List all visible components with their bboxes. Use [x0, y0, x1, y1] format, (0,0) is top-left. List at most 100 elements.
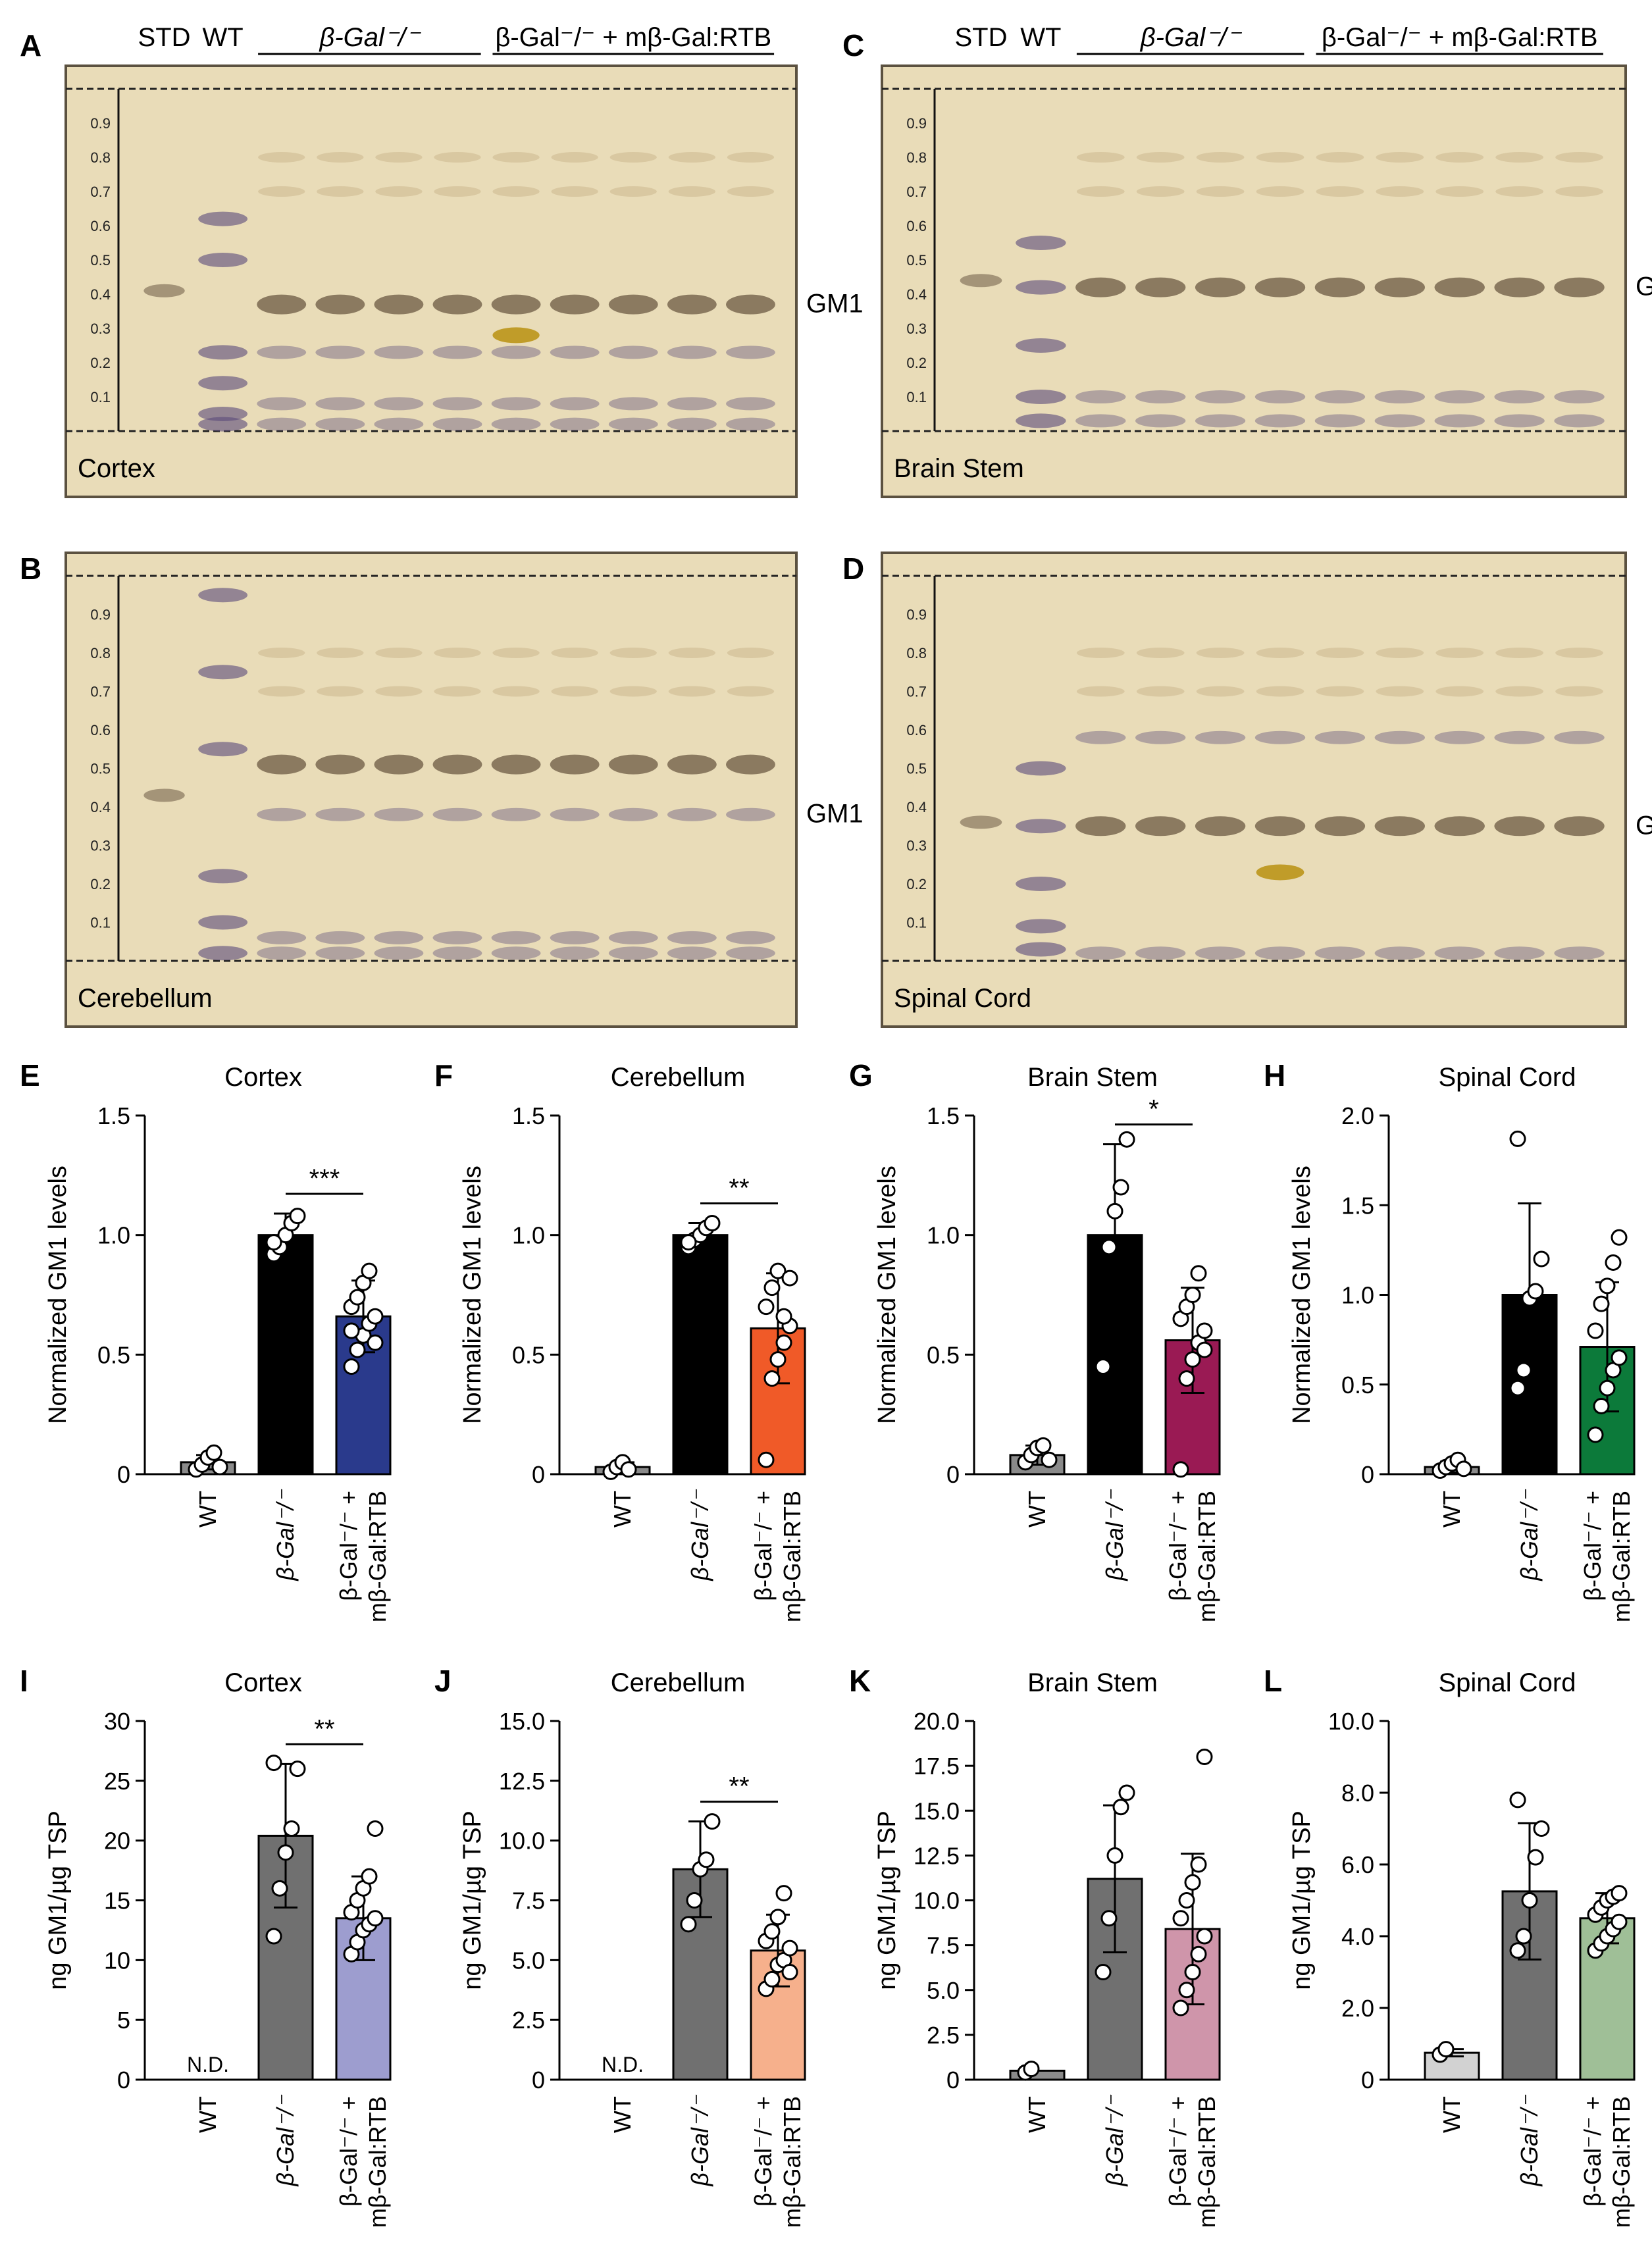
wt-band — [1016, 919, 1066, 934]
y-tick-label: 2.0 — [1341, 1995, 1374, 2022]
sample-band — [550, 808, 600, 821]
y-tick-label: 1.0 — [512, 1222, 545, 1249]
sample-band — [726, 754, 775, 775]
data-point — [1533, 1820, 1550, 1837]
panel-letter: B — [20, 552, 41, 586]
x-category-label: WT — [1438, 1491, 1465, 1528]
x-category-label: β-Gal⁻/⁻ — [1516, 1489, 1543, 1581]
sample-band — [1135, 414, 1186, 428]
data-point — [265, 1928, 282, 1945]
sample-band — [1075, 731, 1126, 744]
y-axis-label: Normalized GM1 levels — [1288, 1166, 1316, 1424]
faint-band — [1495, 152, 1544, 163]
faint-band — [317, 648, 364, 658]
chart-title: Spinal Cord — [1438, 1063, 1576, 1092]
faint-band — [1435, 648, 1484, 658]
sample-band — [315, 346, 365, 359]
sample-band — [1195, 414, 1246, 428]
faint-band — [317, 186, 364, 197]
sample-band — [491, 417, 541, 431]
data-point — [1509, 1942, 1526, 1959]
x-category-label: mβ-Gal:RTB — [364, 2096, 391, 2228]
sample-band — [315, 754, 365, 775]
data-point — [763, 1279, 781, 1297]
sample-band — [374, 931, 424, 944]
rf-tick-label: 0.6 — [906, 722, 927, 738]
data-point — [1521, 1892, 1538, 1909]
sample-band — [1554, 414, 1605, 428]
data-point — [1190, 1265, 1207, 1282]
data-point — [1509, 1379, 1526, 1397]
faint-band — [1136, 686, 1185, 697]
y-tick-label: 1.5 — [1341, 1192, 1374, 1219]
lane-header-wt: WT — [1020, 23, 1061, 52]
data-point — [781, 1270, 798, 1287]
sample-band — [1434, 946, 1485, 960]
data-point — [1190, 1856, 1207, 1873]
sample-band — [1314, 946, 1366, 960]
panel-letter: C — [842, 28, 864, 63]
sample-band — [1494, 277, 1545, 297]
data-point — [1611, 1349, 1628, 1366]
sample-band — [432, 294, 482, 315]
x-category-label: β-Gal⁻/⁻ — [686, 2094, 713, 2187]
data-point — [781, 1939, 798, 1957]
tissue-label-bg — [68, 432, 794, 494]
sample-band — [608, 754, 658, 775]
y-tick-label: 20.0 — [914, 1708, 960, 1735]
wt-band — [1016, 338, 1066, 353]
faint-band — [609, 648, 657, 658]
rf-tick-label: 0.1 — [90, 915, 111, 931]
wt-band — [198, 253, 248, 267]
data-point — [1100, 1910, 1118, 1927]
data-point — [211, 1458, 228, 1476]
rf-tick-label: 0.3 — [90, 321, 111, 337]
wt-band — [198, 665, 248, 680]
sample-band — [315, 417, 365, 431]
sample-band — [374, 397, 424, 411]
x-category-label: mβ-Gal:RTB — [779, 1491, 806, 1622]
data-point — [758, 1451, 775, 1468]
sample-band — [1075, 816, 1126, 836]
y-tick-label: 10.0 — [499, 1828, 545, 1855]
y-tick-label: 0 — [946, 2067, 960, 2093]
faint-band — [1495, 648, 1544, 658]
gel-panel-a: A 0.9 0.8 0.7 0.6 0.5 0.4 0.3 0.2 0.1 GM1 Cortex STD… — [20, 23, 864, 498]
sample-band — [374, 294, 424, 315]
faint-band — [1136, 152, 1185, 163]
yellow-band — [492, 327, 540, 344]
faint-band — [434, 186, 481, 197]
sample-band — [550, 294, 600, 315]
faint-band — [375, 686, 423, 697]
y-tick-label: 5.0 — [927, 1977, 960, 2004]
y-tick-label: 2.0 — [1341, 1102, 1374, 1129]
sample-band — [491, 931, 541, 944]
faint-band — [1495, 686, 1544, 697]
sample-band — [1195, 816, 1246, 836]
std-band — [143, 284, 185, 297]
sample-band — [1314, 390, 1366, 403]
data-point — [1527, 1849, 1544, 1866]
panel-letter: H — [1264, 1058, 1285, 1092]
sample-band — [667, 294, 717, 315]
sample-band — [726, 346, 775, 359]
gel-panel-b: B 0.9 0.8 0.7 0.6 0.5 0.4 0.3 0.2 0.1 GM1 Cerebellu… — [20, 552, 864, 1028]
data-point — [1041, 1451, 1058, 1468]
x-category-label: β-Gal⁻/⁻ — [686, 1489, 713, 1581]
rf-tick-label: 0.9 — [90, 115, 111, 132]
panel-letter: D — [842, 552, 864, 586]
data-point — [758, 1298, 775, 1316]
data-point — [763, 1923, 781, 1940]
rf-tick-label: 0.6 — [90, 722, 111, 738]
std-band — [143, 788, 185, 802]
y-tick-label: 17.5 — [914, 1753, 960, 1780]
sample-band — [1434, 731, 1485, 744]
data-point — [1196, 1749, 1213, 1765]
data-point — [1184, 1874, 1201, 1891]
rf-tick-label: 0.4 — [906, 799, 927, 815]
bar-chart-k: K Brain Stem 0 2.5 5.0 7.5 10.0 12.5 15.0 17.5 20.… — [849, 1664, 1221, 2228]
wt-band — [1016, 390, 1066, 404]
faint-band — [1435, 686, 1484, 697]
sample-band — [1314, 414, 1366, 428]
x-category-label: β-Gal⁻/⁻ + — [1579, 1491, 1606, 1601]
